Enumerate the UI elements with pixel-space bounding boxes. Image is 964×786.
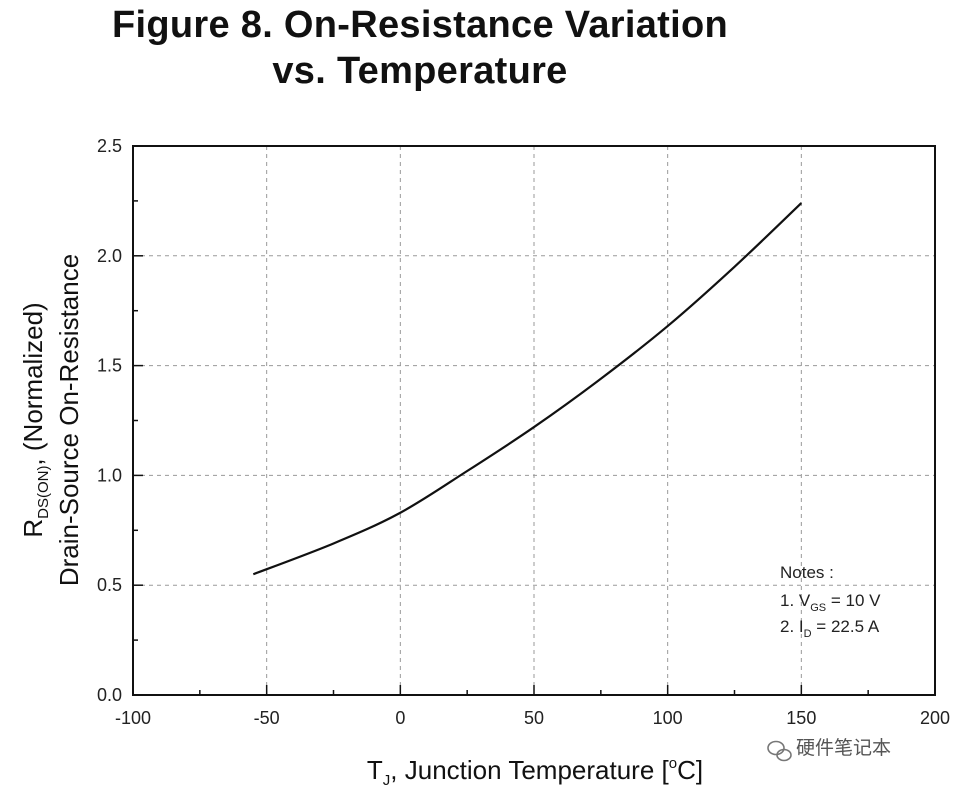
y-tick-label: 2.5 bbox=[97, 136, 122, 156]
series-line bbox=[252, 202, 803, 576]
chart-title-line1: Figure 8. On-Resistance Variation bbox=[112, 4, 728, 46]
x-tick-label: 200 bbox=[920, 708, 950, 728]
watermark: 硬件笔记本 bbox=[767, 737, 891, 762]
notes-line1: 1. VGS = 10 V bbox=[780, 591, 881, 614]
y-tick-label: 1.0 bbox=[97, 465, 122, 485]
x-tick-label: 0 bbox=[395, 708, 405, 728]
x-tick-label: 50 bbox=[524, 708, 544, 728]
y-tick-label: 2.0 bbox=[97, 246, 122, 266]
series-layer bbox=[252, 202, 803, 576]
watermark-text: 硬件笔记本 bbox=[796, 737, 891, 759]
x-axis-title: TJ, Junction Temperature [oC] bbox=[367, 755, 703, 786]
notes-header: Notes : bbox=[780, 563, 834, 582]
wechat-icon bbox=[767, 740, 792, 762]
y-tick-label: 0.5 bbox=[97, 575, 122, 595]
x-tick-label: 100 bbox=[653, 708, 683, 728]
y-tick-label: 0.0 bbox=[97, 685, 122, 705]
y-axis-title-line2: Drain-Source On-Resistance bbox=[54, 254, 84, 586]
axis-ticks: -100 -50 0 50 100 150 200 0.0 0.5 1.0 1.5 2.0 2.5 bbox=[97, 136, 950, 728]
x-tick-label: -50 bbox=[254, 708, 280, 728]
grid-lines bbox=[133, 146, 935, 695]
y-tick-label: 1.5 bbox=[97, 356, 122, 376]
x-tick-label: -100 bbox=[115, 708, 151, 728]
notes-line2: 2. ID = 22.5 A bbox=[780, 617, 880, 640]
x-tick-label: 150 bbox=[786, 708, 816, 728]
y-axis-title-line1: RDS(ON), (Normalized) bbox=[18, 302, 52, 537]
chart-title-line2: vs. Temperature bbox=[272, 50, 568, 92]
